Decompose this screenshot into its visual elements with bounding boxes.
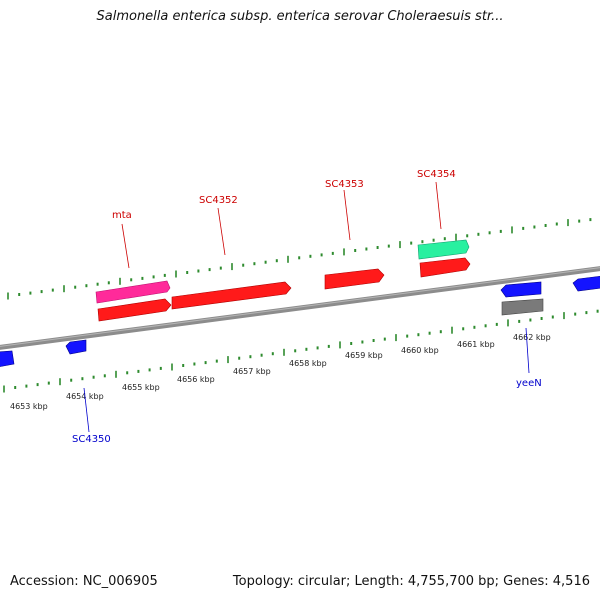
forward-features — [95, 239, 471, 322]
kbp-label: 4660 kbp — [401, 346, 439, 355]
kbp-label: 4658 kbp — [289, 359, 327, 368]
feature-grey-yeeN[interactable] — [501, 298, 544, 316]
label-leader-lines — [83, 181, 530, 433]
feature-red-mta[interactable] — [97, 298, 172, 322]
accession-text: Accession: NC_006905 — [10, 574, 158, 589]
kbp-label: 4662 kbp — [513, 333, 551, 342]
gene-label-yeeN[interactable]: yeeN — [516, 378, 542, 389]
genome-title: Salmonella enterica subsp. enterica sero… — [96, 9, 504, 24]
gene-label-mta[interactable]: mta — [112, 210, 132, 221]
leader-line-sc4350 — [83, 387, 90, 433]
kbp-label: 4656 kbp — [177, 375, 215, 384]
genome-backbone — [0, 266, 600, 350]
feature-blue-right-edge[interactable] — [572, 275, 600, 292]
leader-line-sc4353 — [343, 189, 351, 241]
gene-labels: mta SC4352 SC4353 SC4354 yeeN SC4350 — [72, 169, 542, 445]
leader-line-mta — [121, 223, 130, 269]
kbp-label: 4653 kbp — [10, 402, 48, 411]
kbp-label: 4661 kbp — [457, 340, 495, 349]
gene-label-sc4354[interactable]: SC4354 — [417, 169, 456, 180]
feature-blue-left-edge[interactable] — [0, 350, 15, 367]
leader-line-yeeN — [525, 327, 530, 374]
gene-label-sc4352[interactable]: SC4352 — [199, 195, 238, 206]
feature-pink-mta[interactable] — [95, 280, 171, 304]
lower-tick-row — [3, 309, 599, 393]
feature-blue-yeeN[interactable] — [500, 281, 542, 298]
gene-label-sc4350[interactable]: SC4350 — [72, 434, 111, 445]
feature-teal-sc4354[interactable] — [417, 239, 470, 260]
feature-red-sc4353[interactable] — [324, 268, 385, 290]
leader-line-sc4352 — [217, 207, 226, 256]
genome-backbone-highlight — [0, 267, 600, 347]
kbp-label: 4655 kbp — [122, 383, 160, 392]
kbp-label: 4659 kbp — [345, 351, 383, 360]
kbp-label: 4657 kbp — [233, 367, 271, 376]
feature-red-sc4354[interactable] — [419, 257, 471, 278]
reverse-features — [0, 275, 600, 367]
leader-line-sc4354 — [435, 181, 442, 230]
feature-red-sc4352[interactable] — [171, 281, 292, 310]
genome-summary-text: Topology: circular; Length: 4,755,700 bp… — [232, 574, 590, 589]
feature-blue-sc4350[interactable] — [65, 339, 87, 355]
kbp-labels: 4653 kbp 4654 kbp 4655 kbp 4656 kbp 4657… — [10, 333, 551, 411]
upper-tick-row — [7, 218, 592, 300]
gene-label-sc4353[interactable]: SC4353 — [325, 179, 364, 190]
